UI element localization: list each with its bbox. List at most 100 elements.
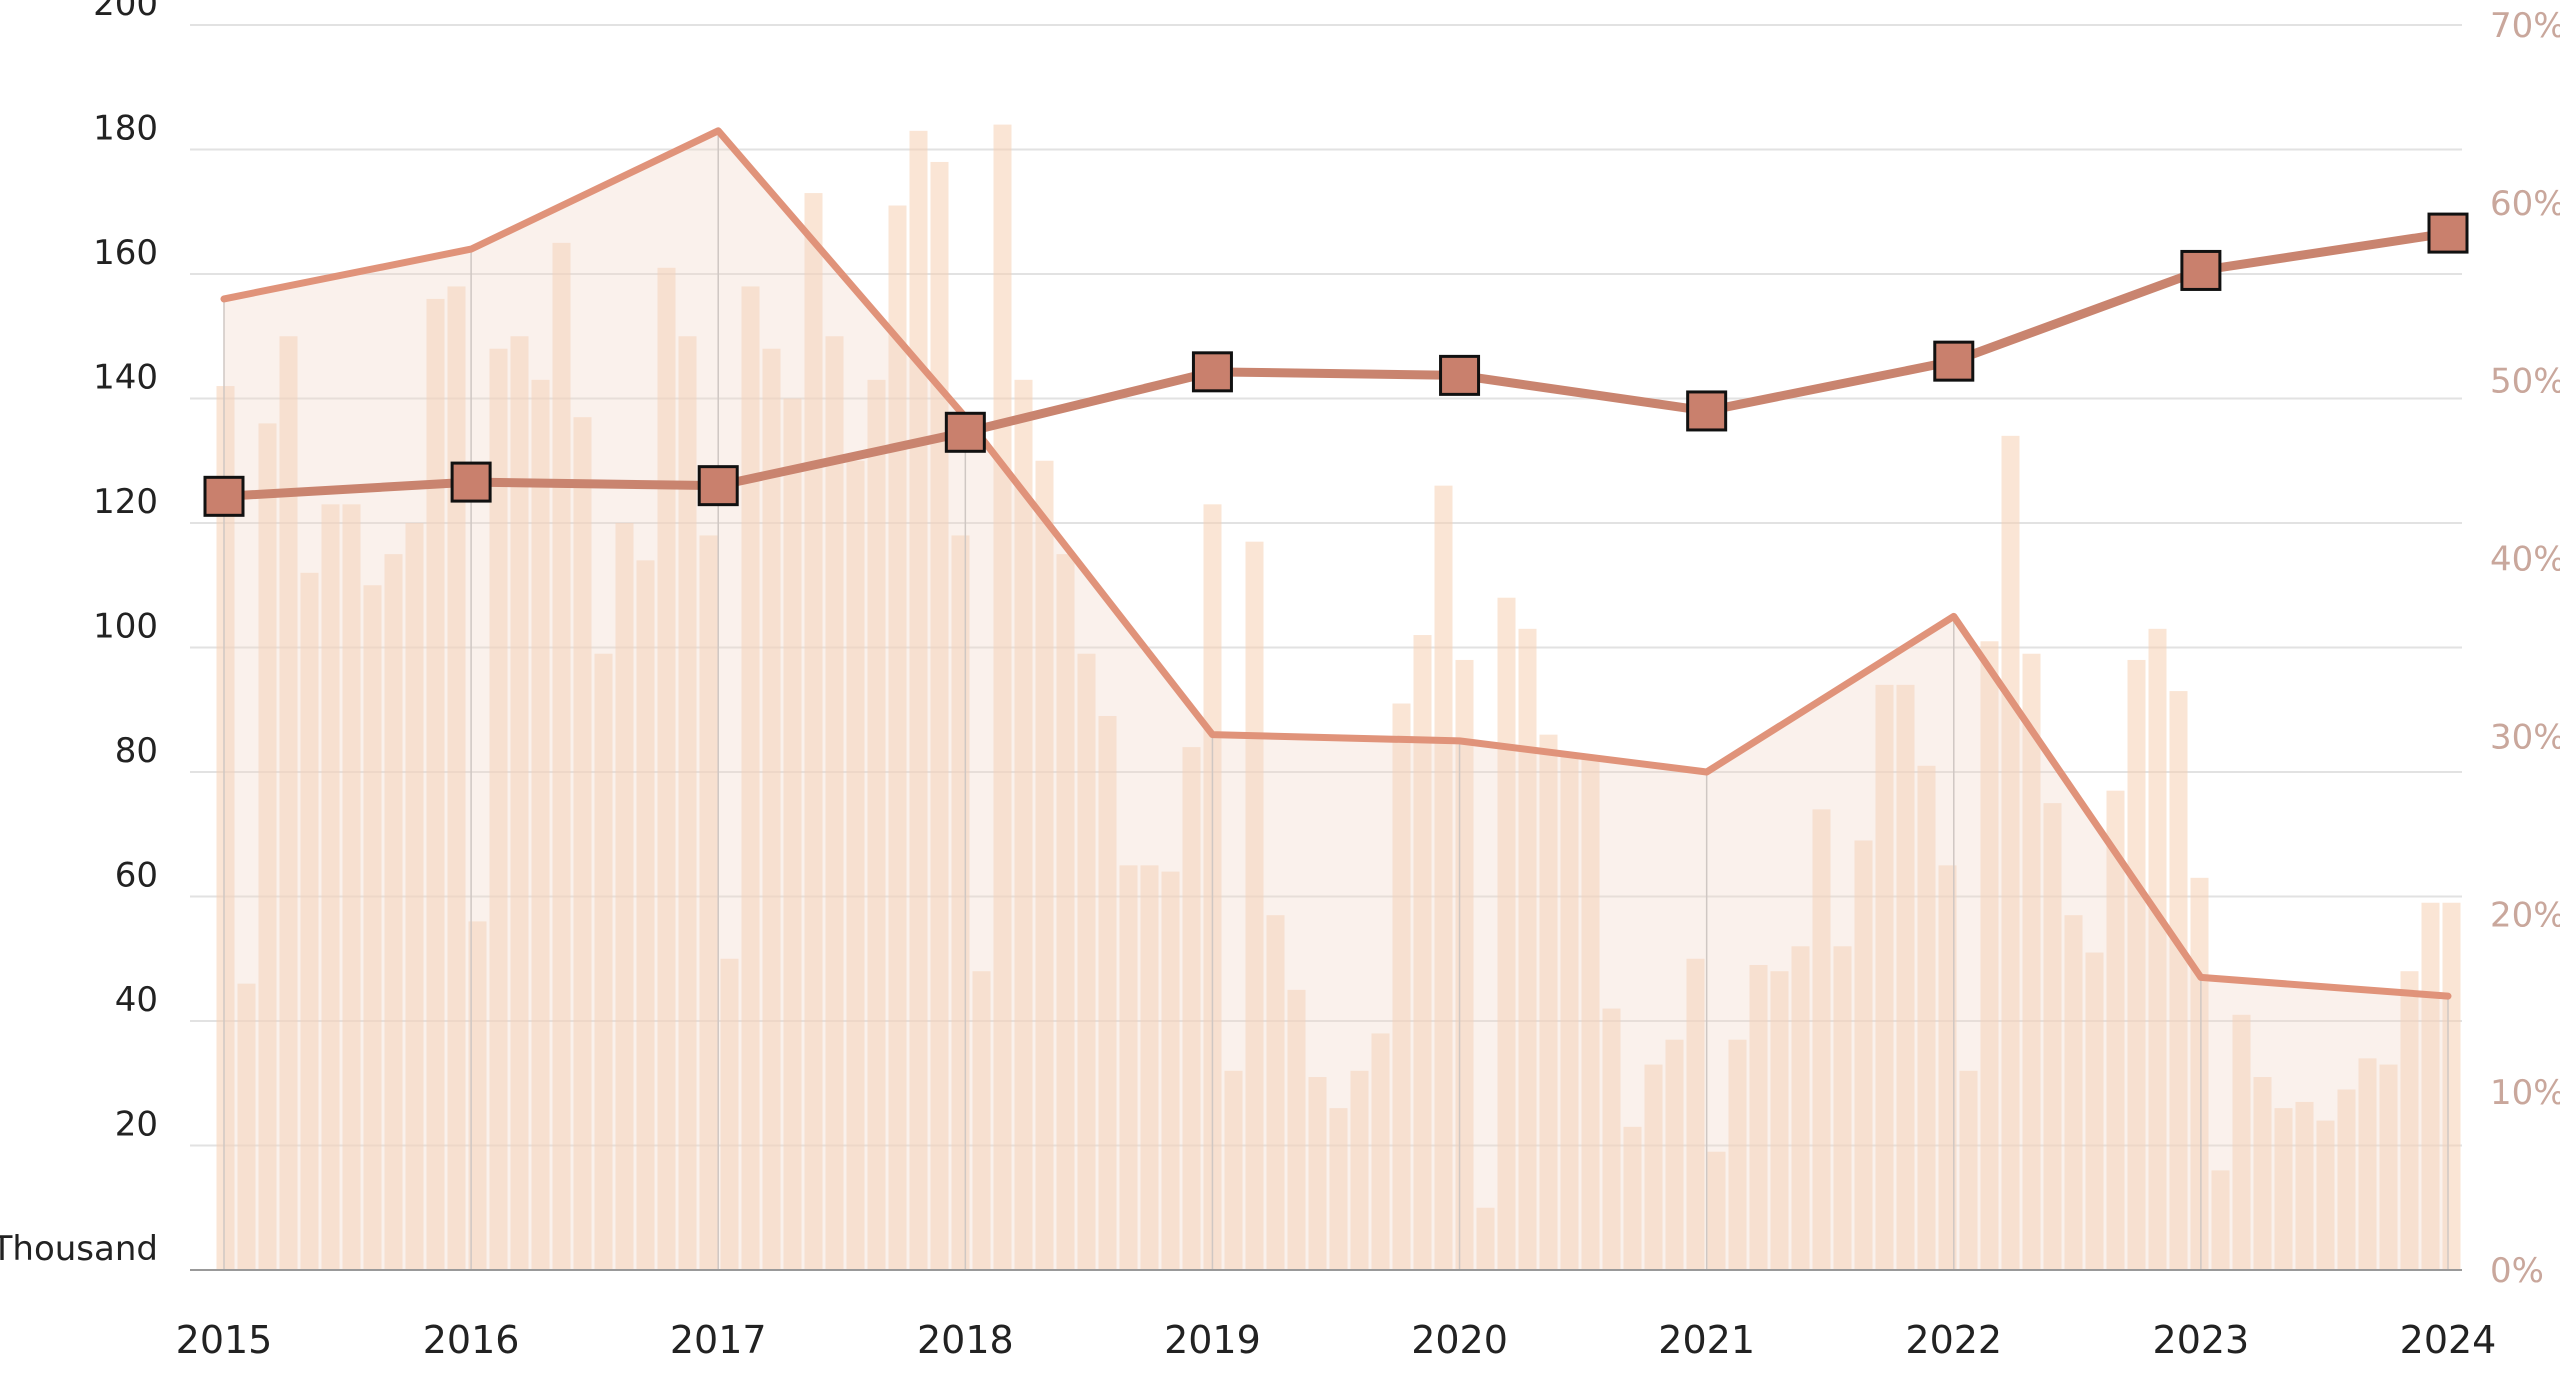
- square-marker: [2180, 249, 2222, 291]
- monthly-bar: [1791, 946, 1810, 1270]
- monthly-bar: [1581, 759, 1600, 1270]
- monthly-bar: [237, 983, 256, 1270]
- square-series-line: [223, 228, 2449, 501]
- monthly-bar: [1329, 1108, 1348, 1270]
- monthly-bar: [2379, 1064, 2398, 1270]
- monthly-bar: [510, 336, 529, 1270]
- left-tick-label: 120: [93, 482, 158, 522]
- monthly-bar: [1623, 1126, 1642, 1270]
- left-tick-label: 100: [93, 607, 158, 647]
- shaded-band: [224, 130, 2448, 1271]
- monthly-bar: [2169, 691, 2188, 1270]
- monthly-bar: [489, 348, 508, 1270]
- x-tick-label: 2015: [176, 1318, 273, 1362]
- monthly-bar: [2127, 659, 2146, 1270]
- monthly-bar: [1476, 1207, 1495, 1270]
- monthly-bar: [1056, 554, 1075, 1270]
- left-axis-unit-label: Thousand: [0, 1229, 158, 1269]
- monthly-bar: [1980, 641, 1999, 1270]
- monthly-bar: [1161, 871, 1180, 1270]
- monthly-bar: [1119, 865, 1138, 1270]
- monthly-bar: [720, 958, 739, 1270]
- monthly-bar: [384, 554, 403, 1270]
- monthly-bar: [1098, 715, 1117, 1270]
- monthly-bars: [216, 124, 2461, 1271]
- right-tick-label: 50%: [2490, 362, 2560, 402]
- monthly-bar: [1077, 653, 1096, 1270]
- left-tick-label: 80: [115, 731, 158, 771]
- left-tick-label: 200: [93, 0, 158, 24]
- monthly-bar: [1812, 809, 1831, 1270]
- monthly-bar: [594, 653, 613, 1270]
- x-tick-label: 2020: [1411, 1318, 1508, 1362]
- left-tick-label: 180: [93, 109, 158, 149]
- upper-area-fill: [224, 130, 2448, 1271]
- monthly-bar: [615, 523, 634, 1270]
- monthly-bar: [972, 971, 991, 1270]
- monthly-bar: [300, 572, 319, 1270]
- monthly-bar: [342, 504, 361, 1270]
- monthly-bar: [1833, 946, 1852, 1270]
- square-marker: [450, 461, 492, 503]
- monthly-bar: [363, 585, 382, 1270]
- monthly-bar: [1770, 971, 1789, 1270]
- monthly-bar: [1644, 1064, 1663, 1270]
- right-tick-label: 20%: [2490, 895, 2560, 935]
- right-tick-label: 70%: [2490, 6, 2560, 46]
- monthly-bar: [1749, 964, 1768, 1270]
- square-marker: [203, 475, 245, 517]
- falling-series-line: [220, 127, 2452, 1000]
- monthly-bar: [1854, 840, 1873, 1270]
- monthly-bar: [699, 535, 718, 1270]
- series-lines: [220, 127, 2452, 1000]
- monthly-bar: [321, 504, 340, 1270]
- x-tick-label: 2017: [670, 1318, 767, 1362]
- monthly-bar: [1539, 734, 1558, 1270]
- monthly-bar: [426, 298, 445, 1270]
- square-marker: [1439, 354, 1481, 396]
- right-tick-label: 10%: [2490, 1073, 2560, 1113]
- monthly-bar: [636, 560, 655, 1270]
- monthly-bar: [1266, 915, 1285, 1270]
- x-tick-label: 2021: [1658, 1318, 1755, 1362]
- monthly-bar: [2337, 1089, 2356, 1270]
- monthly-bar: [657, 267, 676, 1270]
- monthly-bar: [1707, 1151, 1726, 1270]
- monthly-bar: [1560, 753, 1579, 1270]
- monthly-bar: [573, 417, 592, 1270]
- monthly-bar: [1035, 460, 1054, 1270]
- monthly-bar: [1497, 597, 1516, 1270]
- x-tick-label: 2024: [2400, 1318, 2497, 1362]
- monthly-bar: [993, 124, 1012, 1271]
- monthly-bar: [783, 398, 802, 1270]
- left-tick-label: 20: [115, 1105, 158, 1145]
- monthly-bar: [2358, 1058, 2377, 1270]
- monthly-bar: [468, 921, 487, 1270]
- monthly-bar: [678, 336, 697, 1270]
- monthly-bar: [258, 423, 277, 1270]
- right-tick-label: 0%: [2490, 1251, 2544, 1291]
- square-marker: [1933, 340, 1975, 382]
- monthly-bar: [846, 460, 865, 1270]
- monthly-bar: [1287, 989, 1306, 1270]
- monthly-bar: [2295, 1101, 2314, 1270]
- monthly-bar: [1665, 1039, 1684, 1270]
- left-tick-label: 160: [93, 233, 158, 273]
- monthly-bar: [1350, 1070, 1369, 1270]
- monthly-bar: [2211, 1170, 2230, 1270]
- monthly-bar: [2148, 628, 2167, 1270]
- x-tick-label: 2016: [423, 1318, 520, 1362]
- monthly-bar: [1182, 747, 1201, 1270]
- monthly-bar: [1917, 765, 1936, 1270]
- x-tick-label: 2019: [1164, 1318, 1261, 1362]
- monthly-bar: [1371, 1033, 1390, 1270]
- monthly-bar: [2232, 1014, 2251, 1270]
- monthly-bar: [2106, 790, 2125, 1270]
- monthly-bar: [2274, 1108, 2293, 1270]
- monthly-bar: [1959, 1070, 1978, 1270]
- monthly-bar: [1938, 865, 1957, 1270]
- monthly-bar: [2022, 653, 2041, 1270]
